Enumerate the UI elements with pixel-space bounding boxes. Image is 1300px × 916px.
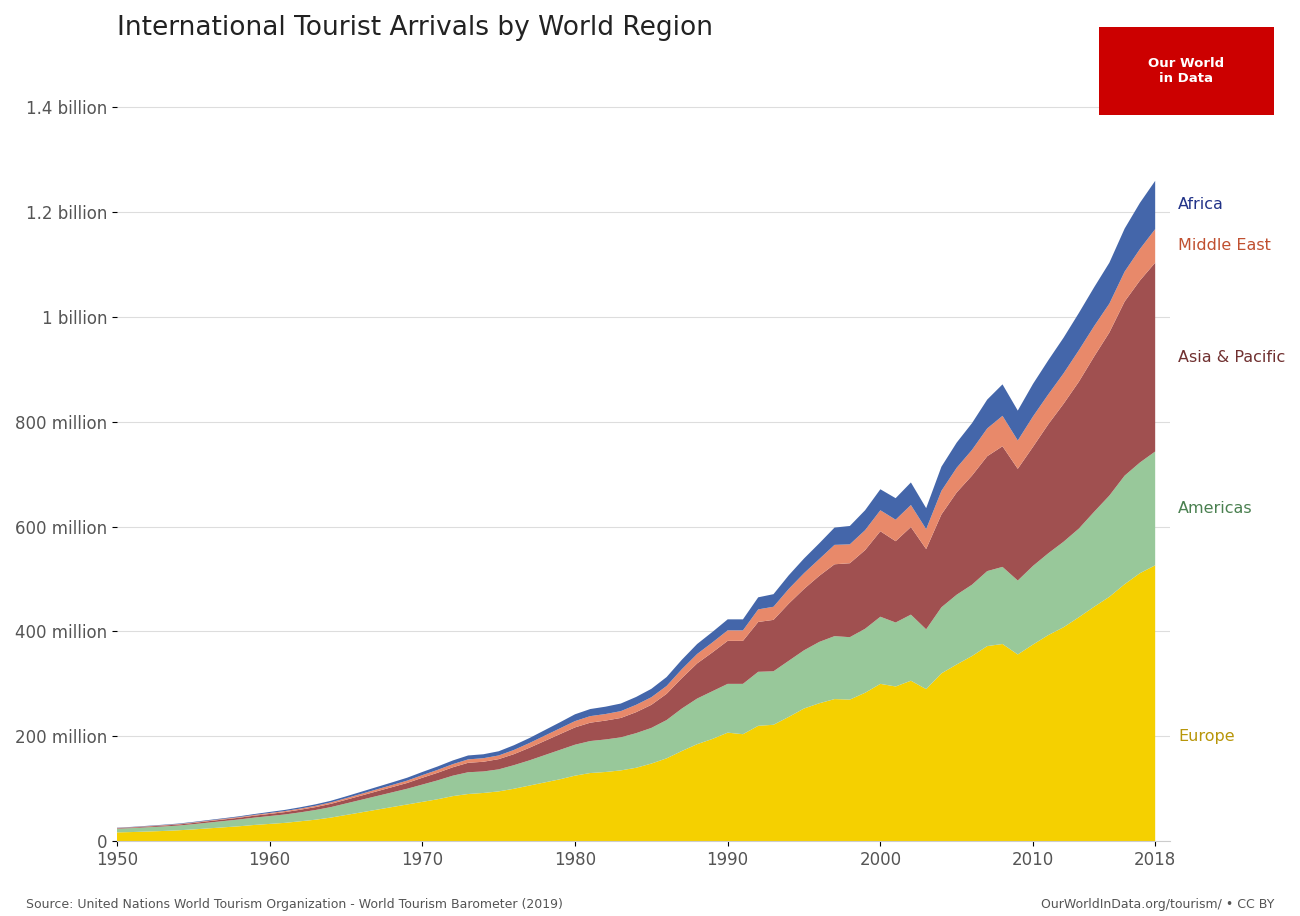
Text: Africa: Africa	[1178, 198, 1225, 213]
Text: OurWorldInData.org/tourism/ • CC BY: OurWorldInData.org/tourism/ • CC BY	[1040, 899, 1274, 911]
Text: Middle East: Middle East	[1178, 238, 1271, 254]
Text: Source: United Nations World Tourism Organization - World Tourism Barometer (201: Source: United Nations World Tourism Org…	[26, 899, 563, 911]
Text: Europe: Europe	[1178, 729, 1235, 744]
Text: Asia & Pacific: Asia & Pacific	[1178, 350, 1286, 365]
Text: Our World
in Data: Our World in Data	[1148, 57, 1225, 85]
Text: Americas: Americas	[1178, 501, 1253, 516]
Text: International Tourist Arrivals by World Region: International Tourist Arrivals by World …	[117, 15, 712, 41]
